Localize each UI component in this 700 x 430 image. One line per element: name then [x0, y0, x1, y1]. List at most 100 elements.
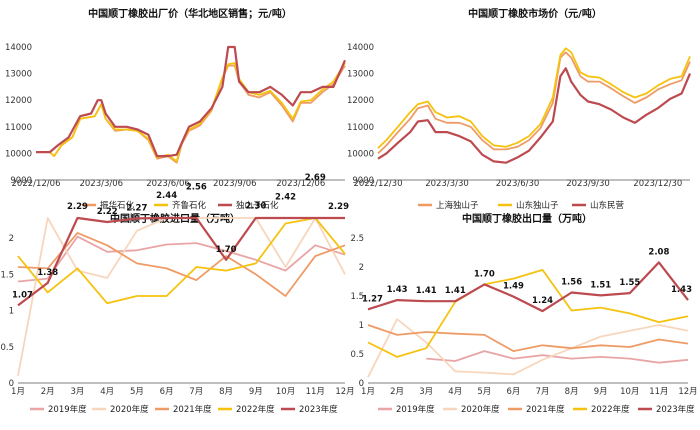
legend-label: 山东民营: [590, 200, 624, 211]
legend-label: 2021年度: [526, 404, 565, 415]
x-tick-label: 8月: [565, 387, 579, 397]
y-tick-label: 13000: [347, 70, 374, 80]
series-line: [17, 235, 346, 283]
x-tick-label: 2023/3/06: [79, 179, 123, 189]
x-tick-label: 2月: [390, 387, 404, 397]
y-tick-label: 2: [359, 263, 364, 273]
data-label: 1.07: [12, 290, 33, 300]
x-tick-label: 2023/6/06: [146, 179, 190, 189]
x-tick-label: 4月: [100, 387, 114, 397]
x-tick-label: 10月: [620, 387, 639, 397]
data-label: 2.08: [648, 247, 669, 257]
x-tick-label: 2月: [41, 387, 55, 397]
series-line: [377, 47, 691, 149]
x-tick-label: 8月: [219, 387, 233, 397]
x-tick-label: 2022/12/30: [354, 179, 403, 189]
y-tick-label: 14000: [347, 43, 374, 53]
legend-label: 2019年度: [396, 404, 435, 415]
data-label: 2.29: [67, 202, 88, 212]
data-label: 1.41: [445, 286, 466, 296]
legend-label: 山东独山子: [516, 200, 559, 211]
y-tick-label: 2: [9, 234, 14, 244]
chart-panel-4: 中国顺丁橡胶出口量（万吨） 0 0.5 1 1.5 2 2.5 1月 2月 3月 4月 5月 6月 7月 8…: [350, 212, 697, 415]
y-tick-label: 10000: [347, 149, 374, 159]
data-label: 2.22: [97, 207, 118, 217]
x-tick-label: 4月: [448, 387, 462, 397]
legend-label: 齐鲁石化: [172, 200, 207, 211]
x-tick-label: 6月: [160, 387, 174, 397]
x-tick-label: 7月: [536, 387, 550, 397]
chart-title: 中国顺丁橡胶出厂价（华北地区销售；元/吨）: [88, 7, 292, 20]
x-tick-label: 12月: [335, 387, 354, 397]
y-tick-label: 1: [9, 307, 14, 317]
y-tick-label: 0: [359, 379, 364, 389]
series-line: [426, 350, 689, 364]
series-line: [36, 62, 346, 163]
x-tick-label: 9月: [594, 387, 608, 397]
series-line: [36, 45, 347, 158]
y-tick-label: 14000: [5, 43, 32, 53]
legend-label: 2022年度: [236, 404, 275, 415]
x-tick-label: 3月: [70, 387, 84, 397]
data-label: 1.56: [561, 278, 582, 288]
chart-title: 中国顺丁橡胶市场价（元/吨）: [468, 7, 602, 20]
x-tick-label: 1月: [361, 387, 375, 397]
legend-label: 独山子石化: [236, 200, 279, 211]
x-tick-label: 3月: [419, 387, 433, 397]
x-tick-label: 2023/9/30: [566, 179, 610, 189]
y-tick-label: 11000: [5, 123, 32, 133]
data-label: 1.43: [671, 285, 692, 295]
y-tick-label: 0.5: [0, 343, 14, 353]
data-label: 2.56: [186, 182, 207, 192]
x-tick-label: 5月: [130, 387, 144, 397]
data-label: 2.27: [126, 203, 147, 213]
x-tick-label: 5月: [477, 387, 491, 397]
data-label: 2.29: [328, 202, 349, 212]
y-tick-label: 12000: [347, 96, 374, 106]
series-line: [367, 261, 689, 313]
data-label: 1.41: [416, 286, 437, 296]
data-label: 1.38: [37, 268, 58, 278]
chart-title: 中国顺丁橡胶出口量（万吨）: [462, 212, 592, 225]
data-label: 2.69: [305, 173, 326, 183]
x-tick-label: 2022/12/06: [12, 179, 61, 189]
x-tick-label: 11月: [306, 387, 325, 397]
data-label: 1.49: [503, 282, 524, 292]
y-tick-label: 0: [9, 379, 14, 389]
y-tick-label: 11000: [347, 123, 374, 133]
legend-label: 上海独山子: [436, 200, 479, 211]
data-label: 1.55: [619, 278, 640, 288]
y-tick-label: 9000: [10, 176, 32, 186]
data-label: 2.42: [275, 193, 296, 203]
series-line: [367, 324, 689, 352]
series-line: [377, 51, 691, 155]
x-tick-label: 10月: [276, 387, 295, 397]
legend-label: 2022年度: [591, 404, 630, 415]
series-line: [17, 217, 346, 305]
x-tick-label: 2023/3/30: [425, 179, 469, 189]
legend-label: 2023年度: [299, 404, 338, 415]
chart-panel-1: 中国顺丁橡胶出厂价（华北地区销售；元/吨） 9000 10000 11000 12000…: [5, 7, 347, 211]
legend-label: 振华石化: [100, 200, 135, 211]
legend-label: 2020年度: [461, 404, 500, 415]
y-tick-label: 1.5: [350, 292, 364, 302]
y-tick-label: 0.5: [350, 350, 364, 360]
data-label: 1.70: [474, 269, 495, 279]
x-tick-label: 6月: [506, 387, 520, 397]
legend-label: 2023年度: [656, 404, 695, 415]
series-line: [17, 216, 345, 307]
chart-panel-2: 中国顺丁橡胶市场价（元/吨） 9000 10000 11000 12000 13000 14…: [347, 7, 692, 211]
series-line: [367, 269, 689, 358]
x-tick-label: 9月: [249, 387, 263, 397]
x-tick-label: 7月: [189, 387, 203, 397]
data-label: 1.43: [387, 285, 408, 295]
data-label: 1.27: [362, 294, 383, 304]
series-line: [36, 64, 346, 164]
y-tick-label: 13000: [5, 70, 32, 80]
data-label: 1.51: [590, 280, 611, 290]
data-label: 2.30: [245, 201, 266, 211]
y-tick-label: 10000: [5, 149, 32, 159]
